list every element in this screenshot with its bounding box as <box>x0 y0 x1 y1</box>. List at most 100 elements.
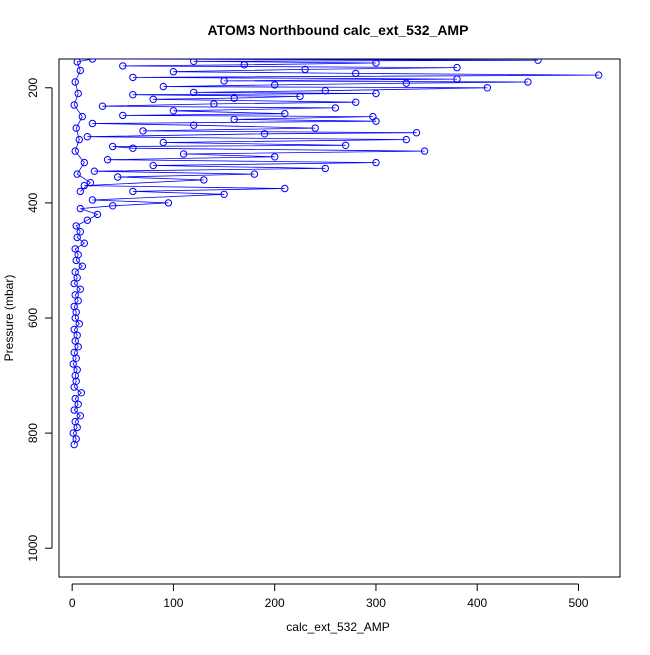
data-point-0-62 <box>341 141 350 150</box>
data-point-0-112 <box>70 101 78 109</box>
data-point-0-113 <box>78 112 87 121</box>
data-point-0-61 <box>109 142 117 151</box>
data-point-0-33 <box>74 251 82 259</box>
data-point-0-21 <box>75 320 84 328</box>
data-point-0-4 <box>71 417 79 426</box>
y-tick-label-3: 800 <box>26 423 40 443</box>
y-tick-label-1: 400 <box>26 193 40 213</box>
data-point-0-96 <box>129 73 137 82</box>
data-point-0-120 <box>76 187 85 196</box>
data-point-0-57 <box>271 153 279 161</box>
data-point-0-87 <box>190 88 198 97</box>
data-point-0-43 <box>164 199 173 207</box>
data-point-0-17 <box>74 343 82 351</box>
data-point-0-50 <box>114 173 122 181</box>
y-axis-label: Pressure (mbar) <box>2 275 16 362</box>
data-point-0-16 <box>70 348 78 357</box>
data-point-0-58 <box>179 150 188 158</box>
data-point-0-111 <box>74 89 82 98</box>
data-point-0-56 <box>103 156 112 164</box>
x-tick-label-3: 300 <box>366 596 386 610</box>
data-point-0-97 <box>595 71 603 79</box>
x-tick-label-2: 200 <box>265 596 285 610</box>
data-point-0-27 <box>76 285 85 293</box>
data-point-0-46 <box>129 187 137 196</box>
data-point-0-49 <box>200 176 208 184</box>
data-point-0-115 <box>75 135 84 144</box>
data-point-0-54 <box>149 161 157 170</box>
x-tick-label-5: 500 <box>568 596 588 610</box>
x-axis-label: calc_ext_532_AMP <box>286 620 389 634</box>
data-point-0-77 <box>169 107 178 115</box>
series-line-0 <box>72 59 599 445</box>
plot-frame <box>58 58 621 578</box>
data-point-0-68 <box>139 127 147 135</box>
data-point-0-79 <box>98 102 107 110</box>
data-point-0-83 <box>230 94 238 102</box>
x-tick-label-0: 0 <box>69 596 76 610</box>
data-point-0-104 <box>372 59 380 67</box>
data-point-0-86 <box>372 89 380 98</box>
data-point-0-118 <box>73 170 81 178</box>
data-point-0-73 <box>230 115 238 124</box>
data-point-0-81 <box>352 98 360 106</box>
data-point-0-108 <box>73 59 81 66</box>
x-axis: 0 100 200 300 400 500 <box>69 583 589 610</box>
data-point-0-101 <box>453 63 461 72</box>
plot-area <box>69 59 603 449</box>
data-point-0-35 <box>80 239 89 247</box>
data-point-0-51 <box>250 170 259 178</box>
data-point-0-65 <box>83 133 92 141</box>
data-point-0-102 <box>119 62 127 70</box>
data-point-0-60 <box>129 144 137 152</box>
data-point-0-84 <box>296 92 304 101</box>
data-point-0-107 <box>88 59 97 63</box>
data-point-0-5 <box>76 412 85 420</box>
data-point-0-2 <box>69 429 77 437</box>
data-point-0-30 <box>71 268 79 276</box>
data-point-0-55 <box>372 158 380 167</box>
data-point-0-7 <box>74 400 82 408</box>
data-point-0-64 <box>402 135 410 144</box>
data-point-0-110 <box>71 78 79 86</box>
data-point-0-24 <box>70 302 78 311</box>
data-point-0-69 <box>311 124 319 132</box>
y-axis: 200 400 600 800 1000 <box>26 77 53 562</box>
data-point-0-98 <box>352 69 360 78</box>
y-tick-label-2: 600 <box>26 308 40 328</box>
data-point-0-82 <box>149 95 157 104</box>
data-point-0-14 <box>69 360 77 368</box>
data-point-0-76 <box>281 110 289 118</box>
data-point-0-20 <box>70 325 78 334</box>
data-point-0-19 <box>73 331 81 339</box>
chart-title: ATOM3 Northbound calc_ext_532_AMP <box>208 22 469 38</box>
data-point-0-75 <box>119 111 127 120</box>
data-point-0-36 <box>73 233 81 242</box>
data-point-0-116 <box>71 147 79 155</box>
data-point-0-45 <box>220 190 228 199</box>
data-point-0-42 <box>109 202 117 210</box>
data-point-0-13 <box>73 366 81 374</box>
data-point-0-66 <box>260 130 269 138</box>
data-point-0-91 <box>271 81 279 89</box>
data-point-0-37 <box>76 228 85 236</box>
data-point-0-44 <box>88 196 97 204</box>
data-point-0-95 <box>453 75 461 83</box>
data-point-0-25 <box>74 297 82 305</box>
data-point-0-117 <box>80 158 89 167</box>
data-point-0-34 <box>71 245 79 253</box>
x-tick-label-1: 100 <box>163 596 183 610</box>
data-point-0-9 <box>77 389 86 397</box>
data-point-0-119 <box>86 179 95 187</box>
data-point-0-103 <box>240 61 249 69</box>
data-point-0-39 <box>83 216 92 224</box>
data-point-0-41 <box>76 204 85 213</box>
data-point-0-106 <box>534 59 542 64</box>
y-tick-label-4: 1000 <box>26 535 40 562</box>
data-point-0-52 <box>90 167 99 175</box>
data-point-0-6 <box>70 406 78 414</box>
data-point-0-47 <box>281 184 289 193</box>
data-point-0-26 <box>71 291 79 299</box>
data-point-0-88 <box>321 87 329 95</box>
